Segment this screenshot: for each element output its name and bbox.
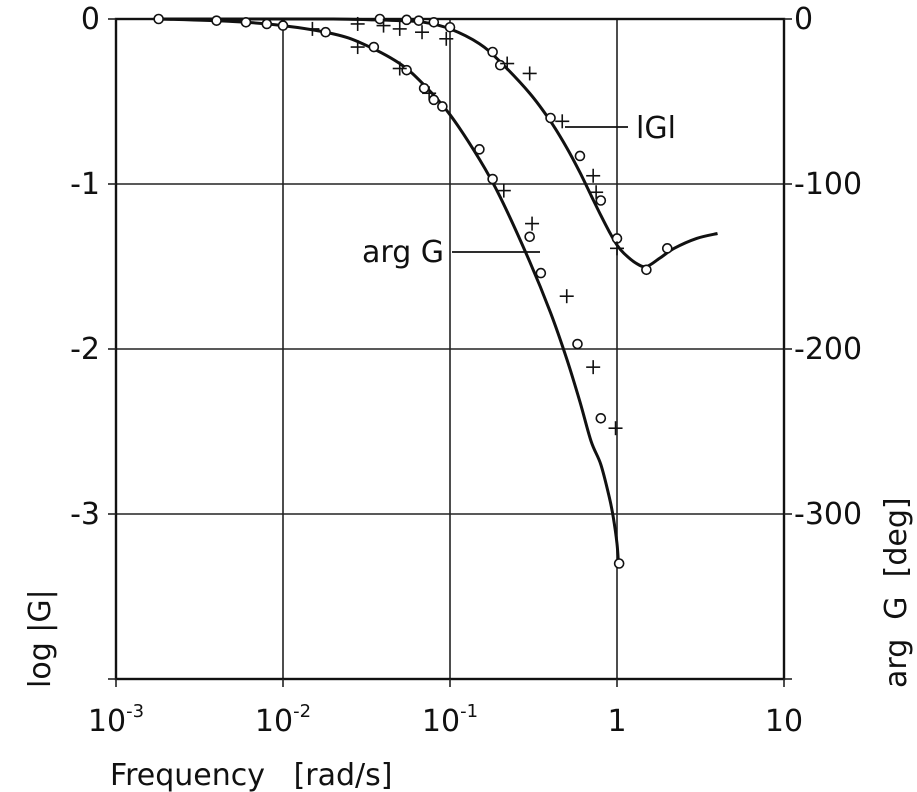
- x-tick-label: 10-2: [255, 701, 311, 739]
- phase-fit-point: [368, 41, 380, 53]
- magnitude-fit-point: [641, 264, 652, 276]
- phase-series: [153, 13, 625, 569]
- magnitude-fit-point: [444, 21, 456, 33]
- y-left-tick-label: -2: [70, 332, 100, 367]
- y-right-tick-label: -200: [794, 332, 862, 367]
- phase-fit-point: [524, 231, 535, 243]
- x-tick-label: 10: [765, 704, 803, 739]
- magnitude-measured-point: [415, 25, 430, 40]
- y-right-tick-label: -300: [794, 497, 862, 532]
- magnitude-measured-point: [610, 241, 624, 256]
- magnitude-fit-point: [574, 150, 586, 162]
- magnitude-measured-point: [500, 56, 515, 71]
- y-left-tick-label: -3: [70, 497, 100, 532]
- phase-measured-point: [525, 216, 540, 231]
- series-layer: [153, 13, 718, 569]
- y-left-tick-label: 0: [81, 2, 100, 37]
- phase-fit-point: [401, 64, 412, 76]
- phase-fit-point: [240, 16, 252, 28]
- phase-fit-point: [277, 20, 289, 31]
- phase-curve: [158, 17, 620, 564]
- magnitude-measured-point: [555, 114, 570, 129]
- phase-measured-point: [496, 183, 511, 198]
- phase-measured-point: [422, 86, 437, 101]
- magnitude-measured-point: [376, 18, 391, 33]
- phase-fit-point: [437, 101, 448, 112]
- x-axis-label: Frequency [rad/s]: [110, 758, 393, 792]
- y-left-tick-label: -1: [70, 167, 100, 202]
- magnitude-measured-point: [522, 66, 537, 81]
- phase-measured-point: [392, 61, 407, 76]
- magnitude-fit-point: [595, 195, 607, 206]
- magnitude-fit-point: [428, 16, 440, 28]
- phase-fit-point: [572, 338, 583, 350]
- y-right-tick-label: 0: [794, 2, 813, 37]
- magnitude-fit-point: [494, 59, 506, 71]
- x-tick-label: 10-3: [88, 701, 144, 739]
- phase-fit-point: [418, 83, 430, 94]
- magnitude-measured-point: [350, 16, 365, 31]
- x-tick: 1: [607, 679, 627, 739]
- magnitude-measured-point: [586, 168, 601, 183]
- magnitude-fit-point: [401, 14, 412, 26]
- phase-measured-point: [608, 421, 623, 436]
- phase-measured-point: [559, 289, 574, 304]
- magnitude-fit-point: [661, 243, 673, 254]
- magnitude-measured-point: [392, 21, 407, 36]
- mag-annotation-label: lGl: [636, 111, 676, 146]
- phase-fit-point: [535, 267, 547, 279]
- magnitude-measured-point: [589, 185, 604, 200]
- magnitude-fit-point: [413, 15, 425, 26]
- phase-fit-point: [487, 173, 498, 185]
- phase-fit-point: [613, 558, 625, 569]
- magnitude-curve: [158, 17, 718, 269]
- phase-fit-point: [153, 13, 164, 25]
- phase-fit-point: [595, 412, 607, 424]
- phase-measured-point: [586, 360, 601, 375]
- magnitude-measured-point: [439, 31, 454, 46]
- magnitude-fit-point: [487, 46, 498, 58]
- phase-fit-point: [428, 94, 440, 106]
- phase-fit-point: [320, 26, 331, 38]
- magnitude-series: [158, 13, 718, 276]
- phase-fit-point: [211, 15, 222, 26]
- y-right-axis-label: arg G [deg]: [879, 497, 914, 688]
- x-tick-label: 1: [607, 704, 626, 739]
- phase-fit-point: [261, 18, 273, 30]
- grid-lines: [116, 19, 784, 679]
- phase-fit-point: [474, 144, 485, 155]
- x-tick-label: 10-1: [422, 701, 478, 739]
- x-tick-labels: 10-3 10-2 10-1 1 10: [88, 679, 803, 739]
- magnitude-fit-point: [545, 112, 556, 124]
- x-tick: 10-1: [422, 679, 478, 739]
- y-left-tick-labels: 0 -1 -2 -3: [70, 2, 116, 680]
- x-tick: 10-3: [88, 679, 144, 739]
- x-tick: 10-2: [255, 679, 311, 739]
- phase-annotation-label: arg G: [362, 235, 444, 270]
- phase-measured-point: [350, 40, 365, 55]
- x-tick: 10: [765, 679, 803, 739]
- y-right-tick-labels: 0 -100 -200 -300: [784, 2, 862, 680]
- y-right-tick-label: -100: [794, 167, 862, 202]
- phase-measured-point: [305, 21, 320, 36]
- y-left-axis-label: log |G|: [23, 589, 58, 688]
